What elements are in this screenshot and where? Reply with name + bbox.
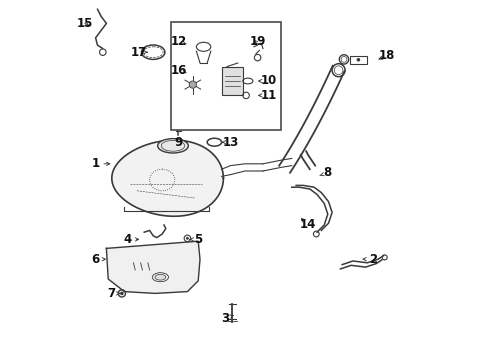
Text: 7: 7 xyxy=(108,287,116,300)
Text: 19: 19 xyxy=(249,35,266,48)
Circle shape xyxy=(357,58,360,62)
Text: 4: 4 xyxy=(124,233,132,246)
Polygon shape xyxy=(112,140,223,216)
Text: 10: 10 xyxy=(260,75,276,87)
Bar xyxy=(350,56,367,64)
Bar xyxy=(221,67,243,95)
Text: 17: 17 xyxy=(131,46,147,59)
Text: 13: 13 xyxy=(222,136,239,149)
Ellipse shape xyxy=(158,139,188,153)
Text: 14: 14 xyxy=(300,219,316,231)
Circle shape xyxy=(186,237,189,240)
Text: 8: 8 xyxy=(324,166,332,179)
Bar xyxy=(171,22,281,130)
Text: 6: 6 xyxy=(92,253,100,266)
Text: 1: 1 xyxy=(92,157,99,170)
Text: 11: 11 xyxy=(260,89,276,102)
Text: 18: 18 xyxy=(379,49,395,62)
Circle shape xyxy=(189,81,196,88)
Text: 2: 2 xyxy=(369,253,377,266)
Ellipse shape xyxy=(155,274,166,280)
Circle shape xyxy=(120,292,123,295)
Text: 9: 9 xyxy=(174,136,182,149)
Text: 15: 15 xyxy=(76,17,93,30)
Text: 5: 5 xyxy=(194,233,202,246)
Text: 12: 12 xyxy=(171,35,187,48)
Text: 3: 3 xyxy=(221,312,229,325)
Polygon shape xyxy=(106,241,200,293)
Text: 16: 16 xyxy=(170,64,187,77)
